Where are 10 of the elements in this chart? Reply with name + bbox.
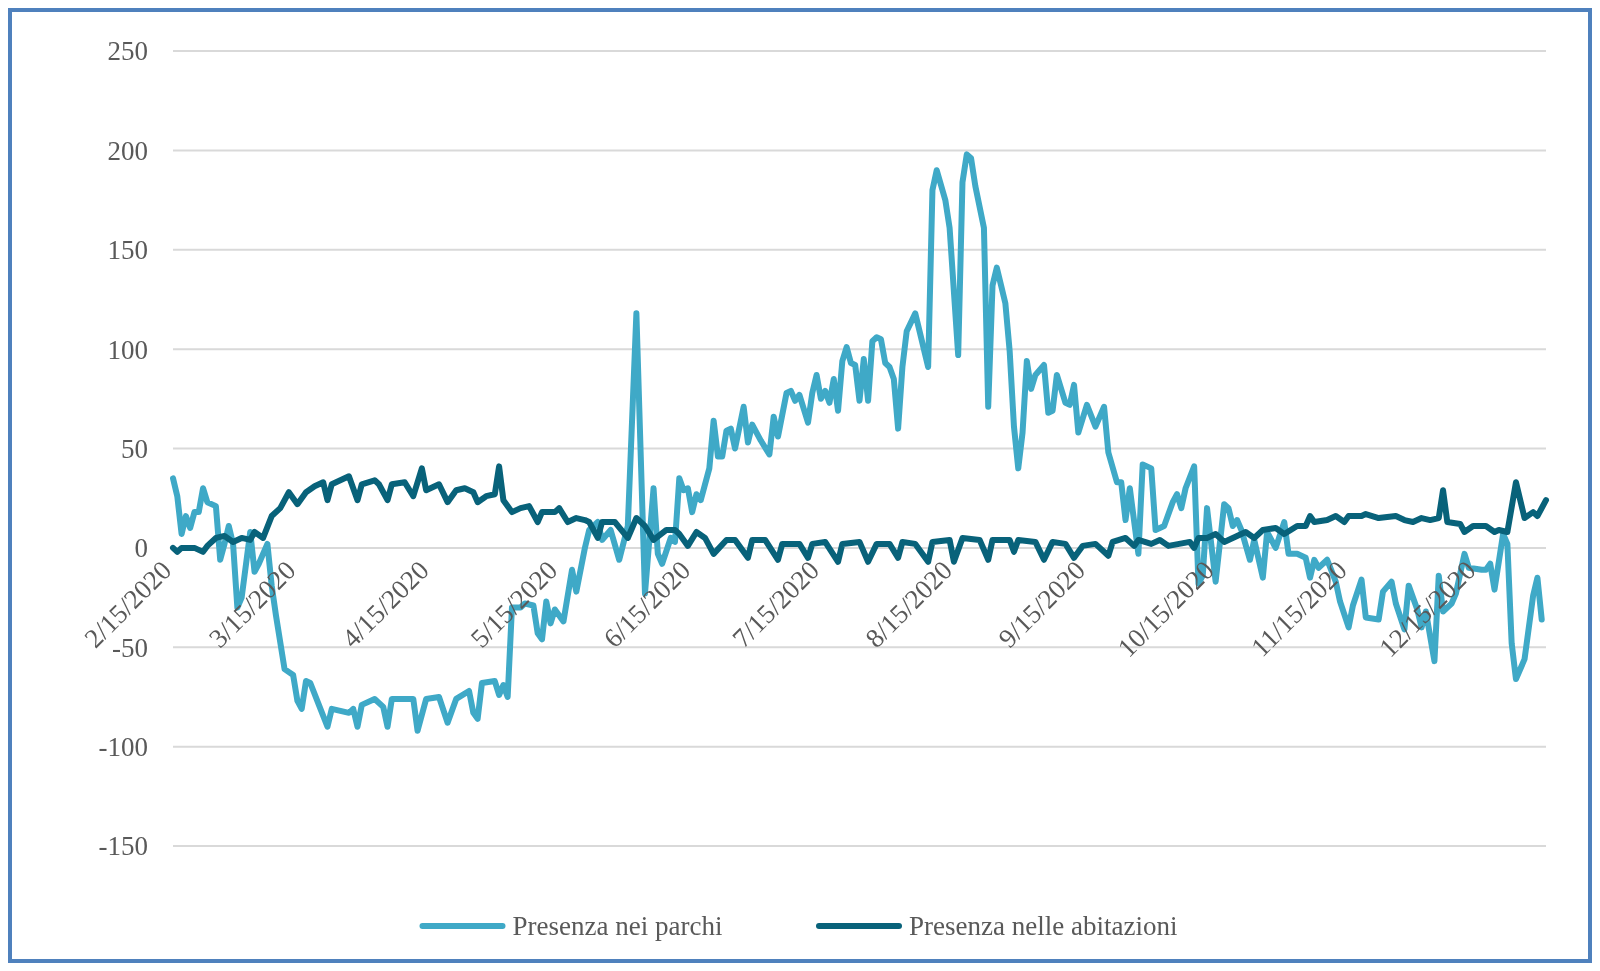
- y-tick-label: 50: [121, 433, 148, 464]
- y-tick-label: -150: [98, 831, 148, 862]
- y-tick-label: 100: [107, 334, 148, 365]
- y-tick-label: 250: [107, 36, 148, 67]
- y-tick-label: 0: [134, 533, 148, 564]
- legend-label: Presenza nelle abitazioni: [909, 911, 1178, 942]
- y-tick-label: 200: [107, 135, 148, 166]
- y-tick-label: -100: [98, 732, 148, 763]
- legend-label: Presenza nei parchi: [512, 911, 723, 942]
- y-tick-label: 150: [107, 235, 148, 266]
